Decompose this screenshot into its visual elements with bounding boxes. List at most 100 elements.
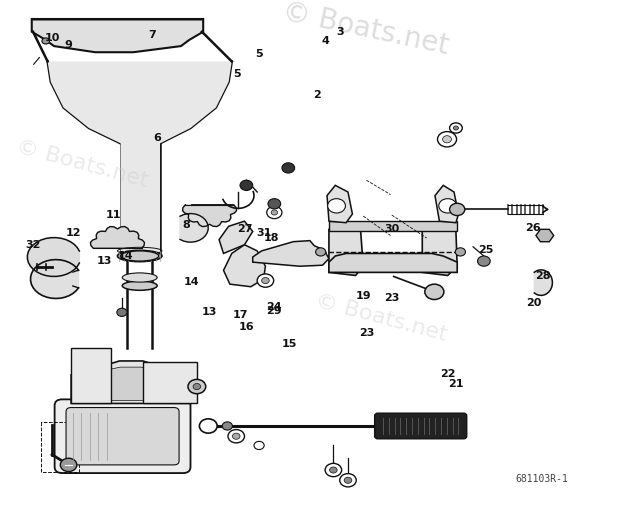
Text: 13: 13 [202, 307, 217, 317]
Polygon shape [253, 241, 329, 266]
Text: © Boats.net: © Boats.net [313, 290, 449, 345]
Circle shape [42, 38, 50, 44]
Text: 12: 12 [66, 228, 81, 238]
Text: 23: 23 [384, 293, 399, 303]
Circle shape [325, 463, 342, 477]
Polygon shape [32, 19, 203, 52]
Circle shape [455, 248, 465, 256]
Circle shape [60, 458, 77, 472]
Text: 16: 16 [239, 322, 254, 332]
Circle shape [328, 199, 345, 213]
Circle shape [199, 419, 217, 433]
Text: 11: 11 [105, 210, 121, 220]
Text: 31: 31 [256, 228, 271, 238]
Text: 26: 26 [526, 223, 541, 233]
Text: 23: 23 [359, 328, 374, 338]
Circle shape [443, 136, 451, 143]
Circle shape [254, 441, 264, 450]
Polygon shape [79, 367, 183, 400]
Polygon shape [182, 205, 237, 227]
Text: 20: 20 [526, 298, 541, 308]
Circle shape [257, 274, 274, 287]
Circle shape [267, 206, 282, 219]
Circle shape [232, 433, 240, 439]
Text: 19: 19 [356, 291, 371, 301]
Polygon shape [71, 348, 111, 403]
Circle shape [188, 379, 206, 394]
Text: 22: 22 [440, 369, 455, 379]
Text: 21: 21 [448, 379, 464, 389]
Text: 30: 30 [385, 224, 400, 234]
Circle shape [330, 467, 337, 473]
Text: 10: 10 [44, 33, 60, 44]
Polygon shape [327, 185, 352, 223]
Text: 3: 3 [336, 27, 344, 37]
Text: 14: 14 [118, 251, 133, 261]
Polygon shape [329, 253, 457, 272]
Ellipse shape [122, 273, 157, 282]
Polygon shape [534, 270, 552, 295]
Polygon shape [143, 362, 197, 403]
Text: 28: 28 [535, 271, 551, 282]
Text: 18: 18 [264, 233, 279, 243]
Text: 2: 2 [314, 90, 321, 100]
Polygon shape [48, 61, 232, 256]
Text: 29: 29 [267, 306, 282, 316]
Text: 681103R-1: 681103R-1 [516, 474, 568, 484]
Circle shape [425, 284, 444, 300]
Circle shape [344, 477, 352, 483]
Circle shape [450, 123, 462, 133]
Text: 24: 24 [267, 302, 282, 312]
Circle shape [478, 256, 490, 266]
Text: 13: 13 [97, 256, 112, 266]
Ellipse shape [122, 281, 157, 290]
Text: © Boats.net: © Boats.net [279, 0, 451, 59]
Text: 7: 7 [149, 30, 156, 40]
Ellipse shape [117, 250, 162, 262]
Text: © Boats.net: © Boats.net [15, 137, 150, 191]
Polygon shape [27, 238, 79, 276]
Circle shape [316, 248, 326, 256]
Circle shape [438, 132, 457, 147]
Polygon shape [71, 361, 190, 403]
Polygon shape [435, 185, 458, 223]
Circle shape [450, 203, 465, 216]
Polygon shape [219, 221, 253, 253]
Circle shape [228, 430, 244, 443]
Polygon shape [329, 226, 363, 275]
Text: 8: 8 [182, 220, 190, 230]
Polygon shape [329, 221, 457, 231]
Circle shape [340, 474, 356, 487]
Text: 5: 5 [255, 49, 263, 59]
Circle shape [222, 422, 232, 430]
Ellipse shape [121, 251, 159, 261]
Text: 5: 5 [233, 69, 241, 79]
Polygon shape [224, 245, 265, 287]
Circle shape [193, 383, 201, 390]
Circle shape [453, 126, 458, 130]
Text: 27: 27 [237, 224, 252, 234]
Circle shape [439, 199, 457, 213]
Circle shape [117, 308, 127, 316]
Circle shape [282, 163, 295, 173]
Polygon shape [180, 214, 208, 242]
Text: 25: 25 [478, 245, 493, 255]
Polygon shape [30, 260, 79, 298]
FancyBboxPatch shape [55, 399, 190, 473]
Polygon shape [536, 229, 554, 242]
Circle shape [240, 180, 253, 190]
Text: 6: 6 [154, 133, 161, 143]
Circle shape [268, 199, 281, 209]
FancyBboxPatch shape [375, 413, 467, 439]
Text: 9: 9 [64, 40, 72, 50]
FancyBboxPatch shape [66, 408, 179, 465]
Polygon shape [90, 226, 145, 248]
Text: 14: 14 [184, 276, 199, 287]
Text: 15: 15 [281, 339, 297, 349]
Polygon shape [422, 226, 457, 275]
Circle shape [262, 278, 269, 284]
Circle shape [271, 210, 277, 215]
Text: 32: 32 [25, 240, 41, 250]
Text: 4: 4 [321, 36, 329, 46]
Text: 17: 17 [232, 310, 248, 320]
